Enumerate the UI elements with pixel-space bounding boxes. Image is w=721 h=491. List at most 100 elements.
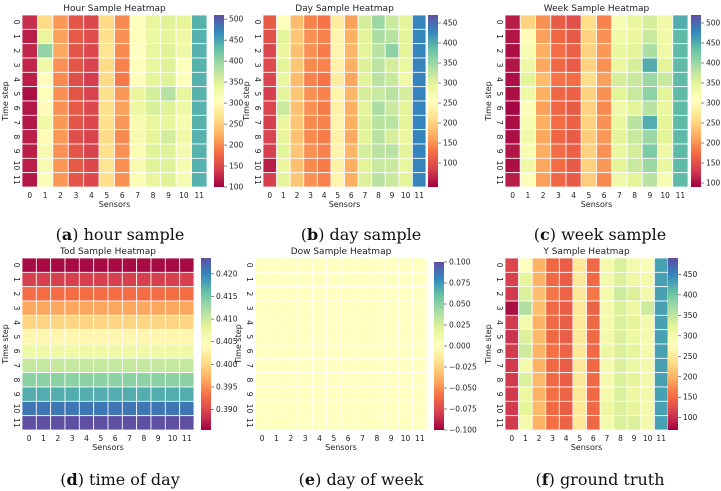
heatmap-cell bbox=[565, 143, 582, 159]
heatmap-cell bbox=[558, 343, 574, 359]
heatmap-cell bbox=[64, 372, 80, 388]
heatmap-cell bbox=[21, 114, 38, 131]
heatmap-cell bbox=[67, 14, 85, 30]
heatmap-cell bbox=[558, 357, 574, 374]
heatmap-cell bbox=[344, 86, 359, 102]
heatmap-cell bbox=[316, 43, 332, 59]
heatmap-cell bbox=[412, 300, 428, 316]
heatmap-cell bbox=[276, 157, 291, 174]
heatmap-cell bbox=[150, 357, 166, 374]
heatmap-cell bbox=[354, 286, 371, 302]
heatmap-cell bbox=[262, 157, 277, 174]
heatmap-cell bbox=[93, 343, 109, 359]
heatmap-cell bbox=[283, 386, 299, 402]
colorbar-tick-label: 150 bbox=[706, 159, 721, 168]
y-tick-label: 9 bbox=[245, 392, 254, 397]
heatmap-cell bbox=[136, 314, 152, 331]
heatmap-cell bbox=[596, 100, 613, 116]
heatmap-cell bbox=[519, 129, 536, 145]
heatmap-cell bbox=[98, 28, 115, 45]
heatmap-cell bbox=[344, 14, 359, 30]
heatmap-cell bbox=[531, 271, 547, 288]
heatmap-cell bbox=[254, 400, 270, 417]
heatmap-cell bbox=[504, 86, 521, 102]
heatmap-cell bbox=[164, 271, 181, 288]
heatmap-cell bbox=[21, 343, 37, 359]
heatmap-cell bbox=[64, 357, 80, 374]
heatmap-cell bbox=[303, 129, 318, 145]
heatmap-cell bbox=[640, 286, 655, 302]
heatmap-cell bbox=[52, 129, 69, 145]
heatmap-cell bbox=[531, 286, 547, 302]
heatmap-cell bbox=[262, 71, 277, 88]
heatmap-cell bbox=[114, 28, 131, 45]
heatmap-cell bbox=[160, 57, 177, 73]
heatmap-cell bbox=[369, 257, 385, 273]
x-tick-label: 5 bbox=[104, 191, 109, 200]
heatmap-cell bbox=[276, 172, 291, 188]
x-tick-label: 5 bbox=[586, 191, 591, 200]
heatmap-cell bbox=[83, 143, 100, 159]
heatmap-cell bbox=[550, 14, 567, 30]
heatmap-cell bbox=[357, 28, 373, 45]
heatmap-cell bbox=[283, 271, 299, 288]
panel-title: Dow Sample Heatmap bbox=[291, 247, 392, 257]
caption-letter: b bbox=[307, 225, 318, 244]
heatmap-cell bbox=[150, 286, 166, 302]
colorbar-tick-label: 300 bbox=[443, 79, 458, 88]
heatmap-cell bbox=[311, 300, 328, 316]
heatmap-cell bbox=[672, 114, 689, 131]
heatmap-cell bbox=[504, 329, 519, 345]
heatmap-cell bbox=[613, 257, 628, 273]
heatmap-cell bbox=[254, 372, 270, 388]
heatmap-cell bbox=[50, 257, 66, 273]
y-tick-label: 3 bbox=[253, 63, 262, 68]
x-tick-label: 10 bbox=[179, 191, 189, 200]
heatmap-cell bbox=[626, 14, 643, 30]
x-tick-label: 1 bbox=[41, 434, 46, 443]
caption-text: day sample bbox=[330, 225, 422, 244]
heatmap-cell bbox=[35, 415, 52, 431]
heatmap-cell bbox=[519, 14, 536, 30]
heatmap-cell bbox=[297, 372, 313, 388]
colorbar-tick-label: 250 bbox=[706, 119, 721, 128]
heatmap-cell bbox=[262, 86, 277, 102]
colorbar-tick-label: −0.100 bbox=[449, 426, 477, 435]
heatmap-cell bbox=[397, 372, 414, 388]
heatmap-cell bbox=[78, 357, 95, 374]
heatmap-cell bbox=[191, 157, 208, 174]
heatmap-cell bbox=[83, 157, 100, 174]
heatmap-cell bbox=[518, 372, 533, 388]
y-tick-label: 10 bbox=[245, 404, 254, 414]
y-tick-label: 6 bbox=[12, 349, 21, 354]
heatmap-cell bbox=[129, 28, 146, 45]
heatmap-cell bbox=[289, 57, 305, 73]
heatmap-cell bbox=[289, 43, 305, 59]
heatmap-cell bbox=[613, 329, 628, 345]
colorbar-tick-label: 350 bbox=[443, 59, 458, 68]
heatmap-cell bbox=[412, 114, 427, 131]
heatmap-cell bbox=[535, 143, 552, 159]
heatmap-cell bbox=[160, 28, 177, 45]
heatmap-cell bbox=[93, 357, 109, 374]
heatmap-cell bbox=[262, 129, 277, 145]
heatmap-cell bbox=[283, 286, 299, 302]
heatmap-cell bbox=[397, 286, 414, 302]
heatmap-cell bbox=[297, 257, 313, 273]
heatmap-cell bbox=[35, 286, 52, 302]
heatmap-cell bbox=[175, 143, 192, 159]
heatmap-cell bbox=[107, 300, 123, 316]
heatmap-cell bbox=[519, 114, 536, 131]
heatmap-cell bbox=[297, 314, 313, 331]
y-tick-label: 9 bbox=[253, 149, 262, 154]
heatmap-cell bbox=[160, 172, 177, 188]
heatmap-cell bbox=[371, 143, 386, 159]
heatmap-cell bbox=[580, 71, 597, 88]
heatmap-cell bbox=[254, 300, 270, 316]
heatmap-cell bbox=[613, 357, 628, 374]
heatmap-cell bbox=[412, 372, 428, 388]
heatmap-cell bbox=[611, 57, 628, 73]
x-tick-label: 6 bbox=[120, 191, 125, 200]
x-tick-label: 10 bbox=[660, 191, 670, 200]
heatmap-cell bbox=[340, 257, 356, 273]
